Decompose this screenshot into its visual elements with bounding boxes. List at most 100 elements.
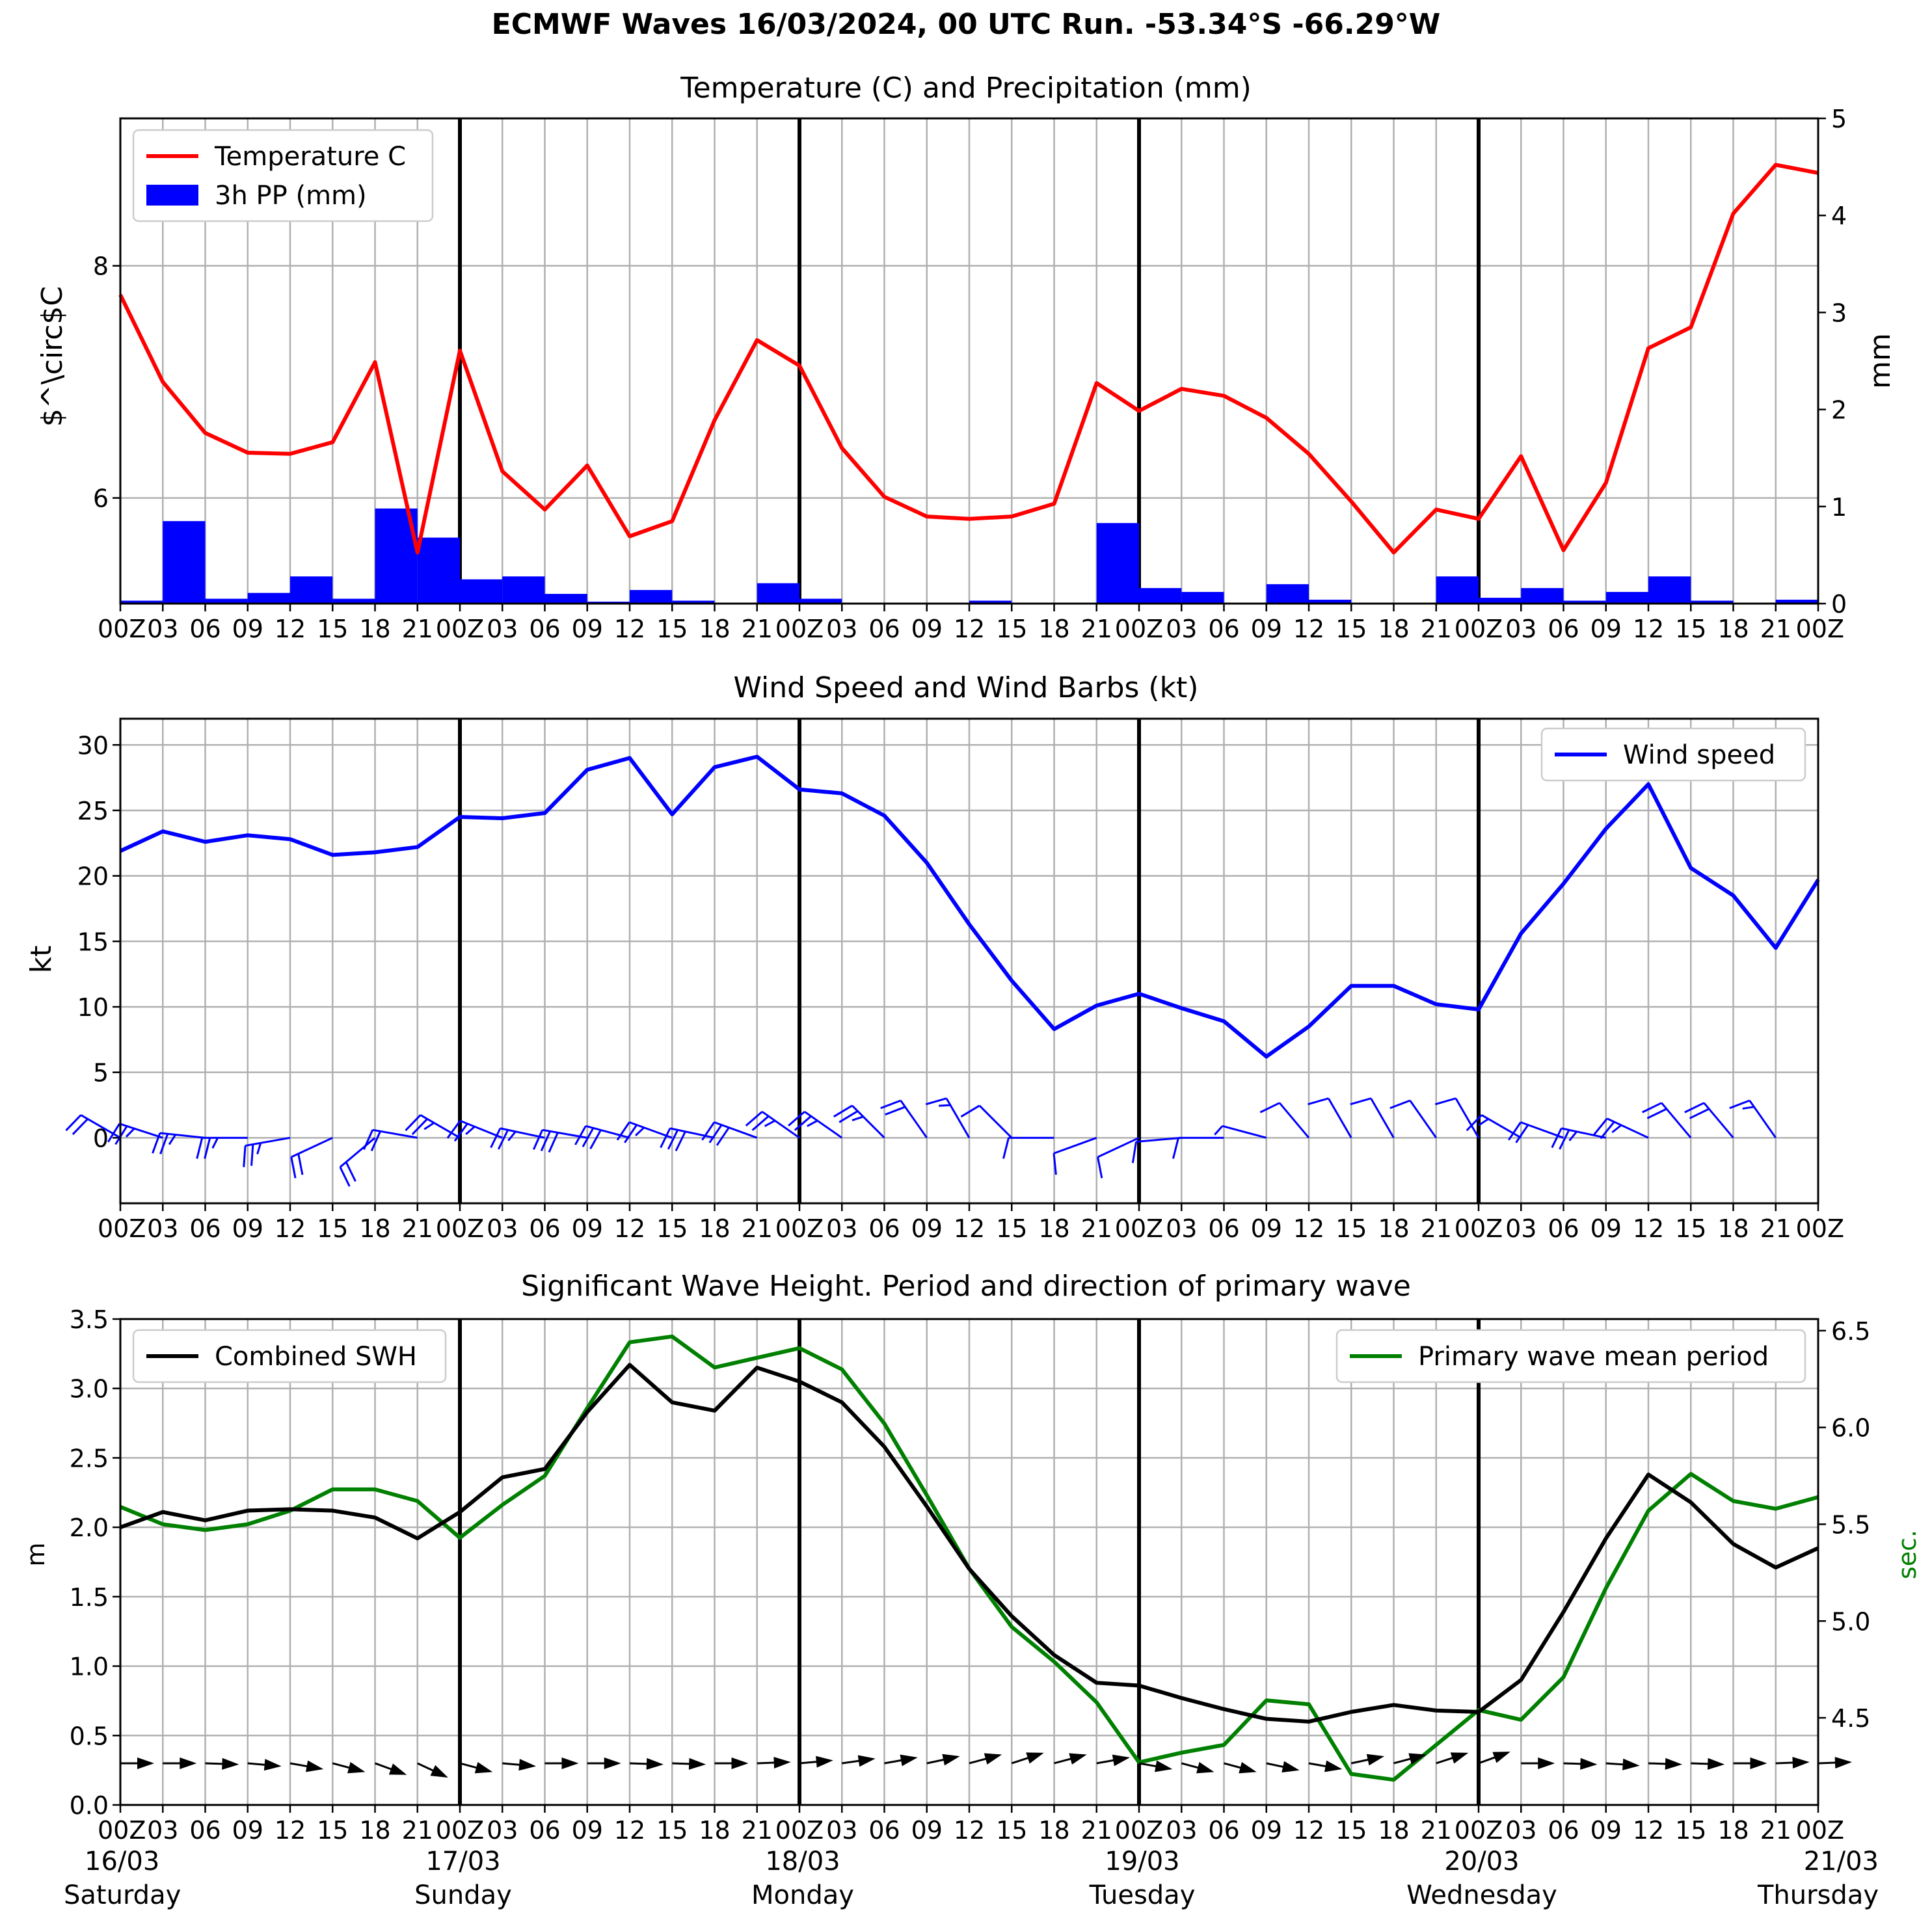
arrow-head <box>604 1757 621 1769</box>
wave-direction-arrow <box>247 1759 282 1771</box>
wave-direction-arrow <box>502 1759 537 1771</box>
x-tick-label: 18 <box>699 615 730 643</box>
wind-barb <box>616 1121 673 1143</box>
wind-barb-feather <box>807 1119 818 1127</box>
arrow-head <box>1112 1754 1130 1767</box>
wave-direction-arrow <box>757 1757 791 1769</box>
arrow-head <box>731 1757 749 1769</box>
legend-label: Primary wave mean period <box>1418 1342 1769 1372</box>
precip-bar <box>332 598 375 604</box>
wind-barb-feather <box>533 1129 544 1150</box>
arrow-shaft <box>926 1758 946 1765</box>
precip-bar <box>799 598 842 604</box>
wave-panel: Significant Wave Height. Period and dire… <box>21 1270 1922 1910</box>
wind-barb-feather <box>1611 1124 1622 1134</box>
x-tick-label: 03 <box>826 615 857 643</box>
x-tick-label: 15 <box>996 1214 1027 1243</box>
wind-barb-feather <box>885 1106 906 1116</box>
arrow-shaft <box>1138 1762 1159 1768</box>
x-tick-label: 06 <box>189 1816 221 1845</box>
arrow-head <box>1707 1757 1725 1770</box>
temperature-panel-title: Temperature (C) and Precipitation (mm) <box>680 72 1252 105</box>
wind-barb-feather <box>1389 1099 1411 1110</box>
arrow-head <box>1324 1760 1343 1772</box>
wind-barb <box>405 1114 461 1139</box>
wind-barb <box>490 1127 545 1150</box>
wind-barb-feather <box>297 1153 304 1175</box>
wind-barb <box>833 1104 885 1139</box>
day-date-label: 20/03 <box>1444 1847 1519 1876</box>
arrow-head <box>347 1762 366 1774</box>
arrow-shaft <box>1393 1757 1413 1765</box>
wave-direction-arrow <box>842 1755 876 1767</box>
x-tick-label: 00Z <box>1115 1214 1163 1243</box>
legend-label: Temperature C <box>214 142 406 172</box>
y-tick-label: 30 <box>77 731 109 760</box>
swh-line <box>119 1363 1819 1724</box>
precip-bar <box>205 598 248 604</box>
wind-barb-feather <box>660 1128 671 1149</box>
arrow-head <box>984 1753 1002 1765</box>
legend-box <box>132 1329 447 1383</box>
y2-tick-label: 5 <box>1831 105 1847 133</box>
y-tick-label: 1.0 <box>70 1653 109 1681</box>
wind-barb-feather <box>1600 1121 1615 1140</box>
temperature-axis-label: $^\circ$C <box>36 286 69 427</box>
wave-direction-arrow <box>1308 1760 1343 1772</box>
x-tick-label: 00Z <box>436 615 484 643</box>
y2-tick-label: 4 <box>1831 202 1847 230</box>
x-tick-label: 12 <box>954 615 985 643</box>
x-tick-label: 09 <box>911 615 943 643</box>
wind-barb-feather <box>794 1115 812 1131</box>
wind-barb-feather <box>446 1120 461 1139</box>
wind-barb-feather <box>72 1118 88 1136</box>
arrow-shaft <box>1266 1762 1286 1769</box>
plot-frame <box>119 1318 1819 1806</box>
x-tick-label: 15 <box>996 1816 1027 1845</box>
y2-tick-label: 5.5 <box>1831 1510 1870 1539</box>
x-tick-label: 18 <box>699 1816 730 1845</box>
wind-barb-feather <box>624 1124 637 1143</box>
wave-direction-arrow <box>459 1762 493 1774</box>
arrow-head <box>1834 1757 1852 1769</box>
arrow-head <box>137 1757 154 1769</box>
precip-bar <box>1605 592 1648 604</box>
x-tick-label: 15 <box>656 1214 688 1243</box>
wind-barb-feather <box>635 1127 645 1136</box>
x-tick-label: 00Z <box>1796 1214 1844 1243</box>
y-tick-label: 25 <box>77 797 109 825</box>
y-tick-label: 2.0 <box>70 1514 109 1542</box>
wave-direction-arrow <box>205 1757 239 1770</box>
x-tick-label: 15 <box>1675 615 1706 643</box>
wind-barb <box>574 1125 630 1149</box>
arrow-head <box>646 1757 664 1770</box>
wind-barb <box>1350 1097 1395 1139</box>
x-tick-label: 03 <box>147 1214 178 1243</box>
wind-barb-feather <box>507 1130 517 1141</box>
x-tick-label: 12 <box>1293 1214 1324 1243</box>
wave-direction-arrow <box>1011 1752 1044 1765</box>
day-date-label: 21/03 <box>1804 1847 1879 1876</box>
wind-barb-feather <box>168 1134 177 1145</box>
wind-barb-staff <box>1097 1136 1140 1158</box>
x-tick-label: 00Z <box>1455 1816 1503 1845</box>
wave-direction-arrow <box>1350 1754 1385 1766</box>
wave-panel-title: Significant Wave Height. Period and dire… <box>521 1270 1411 1303</box>
wind-barb <box>1389 1099 1437 1139</box>
wind-barb-feather <box>256 1142 262 1155</box>
precip-bar <box>630 590 673 604</box>
arrow-head <box>816 1755 833 1768</box>
day-name-label: Monday <box>751 1880 854 1910</box>
x-tick-label: 03 <box>487 1816 518 1845</box>
arrow-shaft <box>1436 1756 1455 1765</box>
wind-barb <box>1729 1099 1777 1139</box>
x-tick-label: 21 <box>742 615 773 643</box>
wind-barb-feather <box>1478 1118 1489 1127</box>
x-tick-label: 18 <box>359 615 390 643</box>
day-name-label: Wednesday <box>1406 1880 1557 1910</box>
wind-barb-feather <box>788 1111 805 1127</box>
wave-direction-arrow <box>799 1755 833 1768</box>
x-tick-label: 15 <box>317 1816 348 1845</box>
wave-direction-arrow <box>714 1757 749 1769</box>
x-tick-label: 09 <box>232 1816 263 1845</box>
